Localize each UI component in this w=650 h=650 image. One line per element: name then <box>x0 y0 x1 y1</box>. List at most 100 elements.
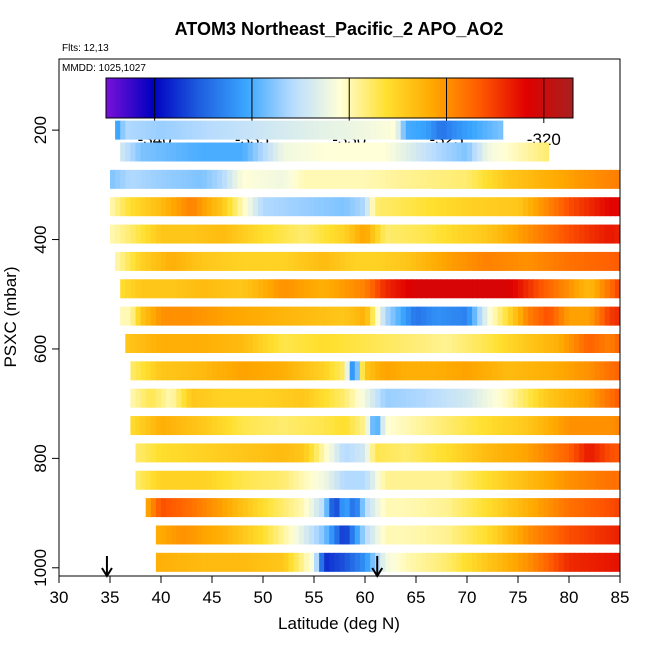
band-cell <box>472 169 478 189</box>
band-cell <box>543 361 550 381</box>
band-cell <box>252 388 259 408</box>
band-cell <box>278 169 284 189</box>
band-cell <box>273 361 279 381</box>
band-cell <box>201 361 208 381</box>
band-cell <box>329 224 335 244</box>
band-cell <box>497 388 504 408</box>
band-cell <box>579 224 585 244</box>
band-cell <box>268 388 274 408</box>
band-cell <box>569 552 575 572</box>
band-cell <box>120 169 126 189</box>
band-cell <box>385 197 392 217</box>
band-cell <box>497 333 504 353</box>
band-cell <box>467 498 473 518</box>
band-cell <box>181 279 188 299</box>
band-cell <box>538 224 545 244</box>
band-cell <box>130 361 137 381</box>
band-cell <box>472 279 478 299</box>
band-cell <box>314 443 320 463</box>
band-cell <box>359 361 366 381</box>
band-cell <box>477 333 483 353</box>
band-cell <box>196 251 203 271</box>
band-cell <box>482 361 488 381</box>
band-cell <box>354 416 361 436</box>
band-cell <box>227 470 233 490</box>
band-cell <box>533 279 539 299</box>
band-cell <box>436 333 443 353</box>
band-cell <box>339 333 346 353</box>
band-cell <box>268 552 274 572</box>
band-cell <box>161 224 167 244</box>
band-cell <box>242 224 249 244</box>
band-cell <box>181 552 188 572</box>
band-cell <box>242 388 249 408</box>
band-cell <box>395 470 402 490</box>
band-cell <box>298 388 305 408</box>
band-cell <box>416 498 422 518</box>
band-cell <box>446 333 453 353</box>
band-cell <box>492 197 499 217</box>
band-cell <box>359 306 366 326</box>
band-cell <box>247 470 254 490</box>
band-cell <box>135 388 142 408</box>
band-200 <box>115 120 504 140</box>
band-cell <box>237 498 244 518</box>
band-cell <box>523 470 529 490</box>
band-cell <box>584 552 590 572</box>
band-cell <box>467 306 473 326</box>
band-cell <box>482 552 488 572</box>
band-cell <box>257 525 264 545</box>
band-cell <box>349 251 356 271</box>
band-cell <box>569 498 575 518</box>
band-cell <box>370 361 376 381</box>
band-cell <box>390 525 397 545</box>
band-cell <box>288 279 295 299</box>
band-cell <box>574 416 580 436</box>
band-cell <box>436 552 443 572</box>
band-cell <box>502 361 509 381</box>
band-cell <box>538 498 545 518</box>
band-cell <box>237 470 244 490</box>
band-cell <box>502 224 509 244</box>
band-cell <box>212 306 218 326</box>
band-cell <box>467 552 473 572</box>
band-cell <box>609 169 616 189</box>
band-cell <box>145 388 152 408</box>
band-cell <box>380 416 386 436</box>
band-cell <box>176 361 182 381</box>
band-cell <box>477 498 483 518</box>
band-cell <box>196 142 203 162</box>
band-cell <box>268 443 274 463</box>
band-cell <box>247 333 254 353</box>
band-cell <box>599 251 606 271</box>
band-cell <box>298 333 305 353</box>
band-cell <box>579 443 585 463</box>
band-cell <box>416 525 422 545</box>
band-cell <box>385 306 392 326</box>
band-cell <box>507 552 514 572</box>
band-cell <box>563 197 570 217</box>
band-cell <box>247 120 254 140</box>
band-cell <box>574 279 580 299</box>
band-cell <box>528 333 534 353</box>
band-cell <box>166 443 172 463</box>
band-cell <box>252 498 259 518</box>
band-cell <box>604 306 611 326</box>
band-cell <box>293 224 300 244</box>
band-cell <box>569 443 575 463</box>
band-cell <box>314 306 320 326</box>
band-cell <box>385 251 392 271</box>
band-cell <box>125 169 131 189</box>
band-cell <box>303 120 310 140</box>
band-cell <box>217 279 223 299</box>
band-cell <box>176 279 182 299</box>
band-cell <box>222 361 228 381</box>
band-cell <box>135 361 142 381</box>
band-cell <box>558 197 565 217</box>
band-cell <box>227 169 233 189</box>
band-cell <box>507 361 514 381</box>
band-cell <box>604 333 611 353</box>
band-cell <box>120 120 126 140</box>
band-cell <box>528 279 534 299</box>
band-cell <box>349 333 356 353</box>
